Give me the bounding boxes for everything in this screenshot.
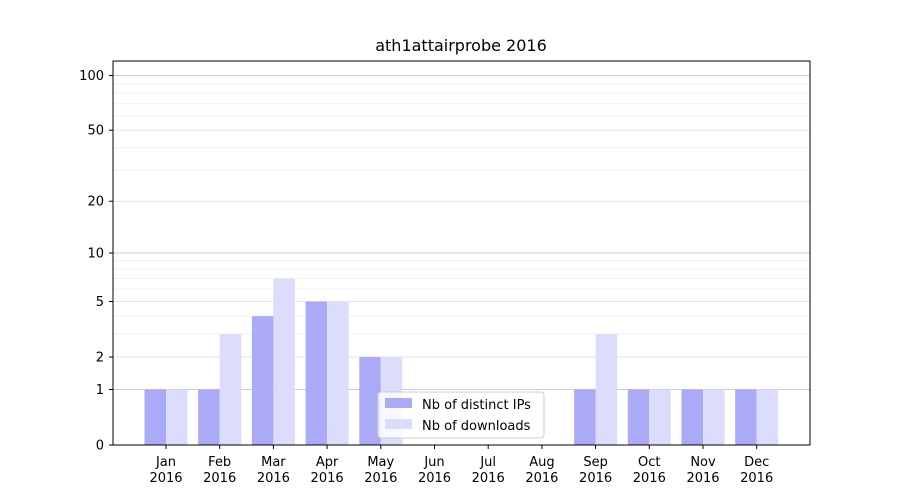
- bar-downloads: [327, 301, 349, 445]
- legend: Nb of distinct IPs Nb of downloads: [377, 391, 545, 439]
- x-tick-label: Feb 2016: [203, 455, 236, 486]
- y-tick-label: 100: [79, 69, 104, 84]
- x-tick-year: 2016: [149, 471, 182, 486]
- y-tick-label: 2: [96, 351, 104, 366]
- bar-distinct-ips: [198, 389, 220, 445]
- x-tick-year: 2016: [364, 471, 397, 486]
- x-tick-label: Mar 2016: [257, 455, 290, 486]
- y-tick-label: 50: [87, 124, 104, 139]
- x-tick-label: Oct 2016: [633, 455, 666, 486]
- y-tick-label: 0: [96, 439, 104, 454]
- x-tick-year: 2016: [311, 471, 344, 486]
- bar-downloads: [273, 278, 295, 445]
- x-tick-year: 2016: [472, 471, 505, 486]
- x-tick-month: Jul: [479, 455, 496, 470]
- grid: [113, 74, 810, 390]
- legend-swatch-downloads: [385, 419, 412, 429]
- x-tick-month: Apr: [316, 455, 339, 470]
- bars: [144, 278, 779, 445]
- bar-distinct-ips: [574, 389, 596, 445]
- bar-downloads: [703, 389, 725, 445]
- x-tick-month: Sep: [583, 455, 608, 470]
- x-tick-month: May: [367, 455, 394, 470]
- y-tick-label: 5: [96, 295, 104, 310]
- x-tick-month: Feb: [208, 455, 231, 470]
- bar-distinct-ips: [144, 389, 166, 445]
- x-tick-year: 2016: [203, 471, 236, 486]
- y-tick-label: 1: [96, 383, 104, 398]
- bar-distinct-ips: [251, 316, 274, 445]
- bar-downloads: [166, 389, 188, 445]
- x-tick-year: 2016: [633, 471, 666, 486]
- x-tick-label: Aug 2016: [525, 455, 558, 486]
- x-tick-month: Nov: [690, 455, 716, 470]
- x-tick-label: May 2016: [364, 455, 397, 486]
- x-tick-year: 2016: [686, 471, 719, 486]
- x-tick-year: 2016: [418, 471, 451, 486]
- x-tick-year: 2016: [257, 471, 290, 486]
- y-tick-label: 10: [87, 247, 104, 262]
- x-tick-label: Apr 2016: [311, 455, 344, 486]
- x-tick-label: Jul 2016: [472, 455, 505, 486]
- x-tick-month: Dec: [744, 455, 769, 470]
- x-tick-year: 2016: [525, 471, 558, 486]
- bar-distinct-ips: [305, 301, 328, 445]
- legend-label-ips: Nb of distinct IPs: [422, 398, 531, 413]
- x-tick-label: Sep 2016: [579, 455, 612, 486]
- bar-downloads: [595, 333, 618, 445]
- x-tick-month: Oct: [638, 455, 660, 470]
- legend-label-downloads: Nb of downloads: [422, 419, 531, 434]
- bar-downloads: [219, 333, 242, 445]
- x-tick-label: Jan 2016: [149, 455, 182, 486]
- x-tick-label: Nov 2016: [686, 455, 719, 486]
- x-tick-year: 2016: [740, 471, 773, 486]
- x-tick-label: Dec 2016: [740, 455, 773, 486]
- bar-downloads: [756, 389, 779, 445]
- x-tick-year: 2016: [579, 471, 612, 486]
- x-tick-month: Mar: [261, 455, 286, 470]
- x-tick-label: Jun 2016: [418, 455, 451, 486]
- legend-box: [377, 391, 545, 439]
- bar-distinct-ips: [359, 357, 381, 445]
- y-tick-label: 20: [87, 195, 104, 210]
- bar-distinct-ips: [681, 389, 703, 445]
- legend-swatch-ips: [385, 398, 412, 408]
- chart-title: ath1attairprobe 2016: [375, 36, 547, 55]
- x-tick-month: Aug: [529, 455, 554, 470]
- x-tick-month: Jan: [155, 455, 176, 470]
- y-axis: 0 1 2 5 10 20 50 100: [79, 69, 113, 454]
- bar-distinct-ips: [627, 389, 650, 445]
- bar-downloads: [649, 389, 671, 445]
- x-tick-month: Jun: [423, 455, 444, 470]
- bar-distinct-ips: [735, 389, 757, 445]
